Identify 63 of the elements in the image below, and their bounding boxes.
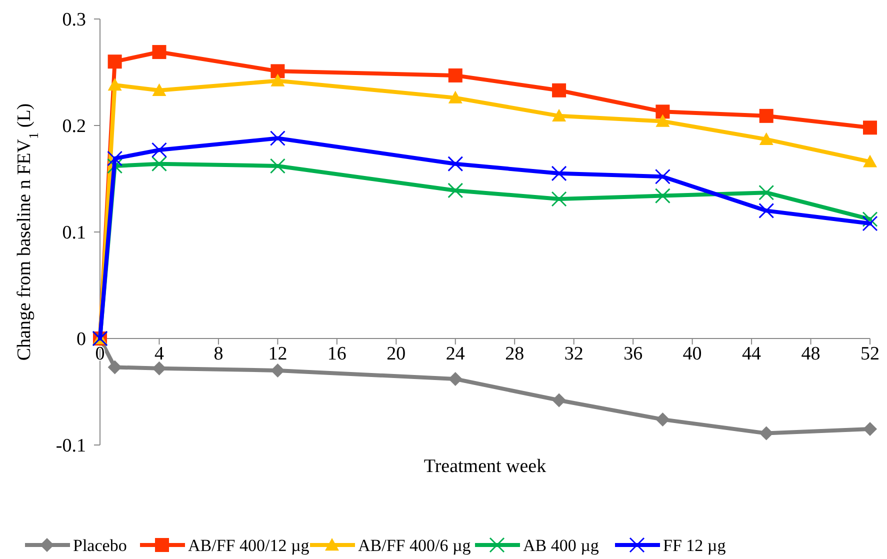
- point: [863, 154, 877, 168]
- point: [448, 182, 464, 198]
- x-tick-label: 8: [214, 344, 224, 364]
- x-tick-label: 20: [386, 344, 406, 364]
- x-tick-label: 12: [268, 344, 288, 364]
- x-axis-title: Treatment week: [424, 456, 547, 477]
- point: [654, 168, 670, 184]
- point: [863, 422, 877, 436]
- point: [151, 156, 167, 172]
- point: [270, 64, 285, 78]
- point: [270, 74, 285, 86]
- x-tick-label: 40: [682, 344, 702, 364]
- x-tick-label: 44: [742, 344, 762, 364]
- point: [759, 108, 774, 123]
- point: [863, 120, 877, 135]
- point: [108, 360, 122, 374]
- y-tick-label: 0.2: [62, 116, 86, 138]
- legend-label: FF 12 µg: [663, 536, 726, 555]
- point: [152, 45, 166, 60]
- point: [448, 156, 464, 172]
- point: [448, 372, 462, 386]
- y-tick-label: -0.1: [56, 436, 86, 457]
- point: [759, 132, 774, 145]
- y-tick-label: 0: [76, 329, 86, 350]
- point: [656, 114, 670, 127]
- x-tick-label: 48: [801, 344, 820, 364]
- point: [552, 108, 566, 122]
- point: [107, 150, 123, 166]
- point: [448, 68, 462, 82]
- point: [552, 83, 566, 98]
- point: [551, 166, 567, 182]
- x-tick-label: 32: [564, 344, 584, 364]
- point: [108, 54, 122, 69]
- point: [448, 90, 462, 104]
- point: [656, 412, 670, 426]
- point: [656, 104, 670, 119]
- point: [758, 202, 774, 218]
- x-tick-label: 0: [95, 344, 105, 364]
- point: [108, 78, 122, 91]
- x-tick-label: 52: [860, 344, 880, 364]
- legend-label: AB 400 µg: [523, 536, 600, 555]
- x-tick-label: 16: [327, 344, 346, 364]
- point: [759, 426, 774, 440]
- x-tick-label: 36: [624, 344, 643, 364]
- y-tick-label: 0.3: [62, 10, 86, 31]
- point: [152, 83, 166, 96]
- y-tick-label: 0.1: [62, 222, 86, 244]
- point: [151, 142, 167, 158]
- point: [552, 393, 566, 408]
- point: [270, 363, 285, 378]
- point: [758, 184, 774, 200]
- point: [270, 158, 286, 174]
- point: [654, 188, 670, 204]
- x-tick-label: 24: [446, 344, 466, 364]
- point: [862, 216, 878, 232]
- x-tick-label: 4: [154, 344, 164, 364]
- point: [270, 130, 286, 146]
- point: [551, 191, 567, 207]
- legend-label: Placebo: [73, 536, 127, 555]
- x-tick-label: 28: [505, 344, 524, 364]
- legend-label: AB/FF 400/6 µg: [358, 536, 472, 555]
- point: [152, 361, 166, 376]
- legend-label: AB/FF 400/12 µg: [188, 536, 310, 555]
